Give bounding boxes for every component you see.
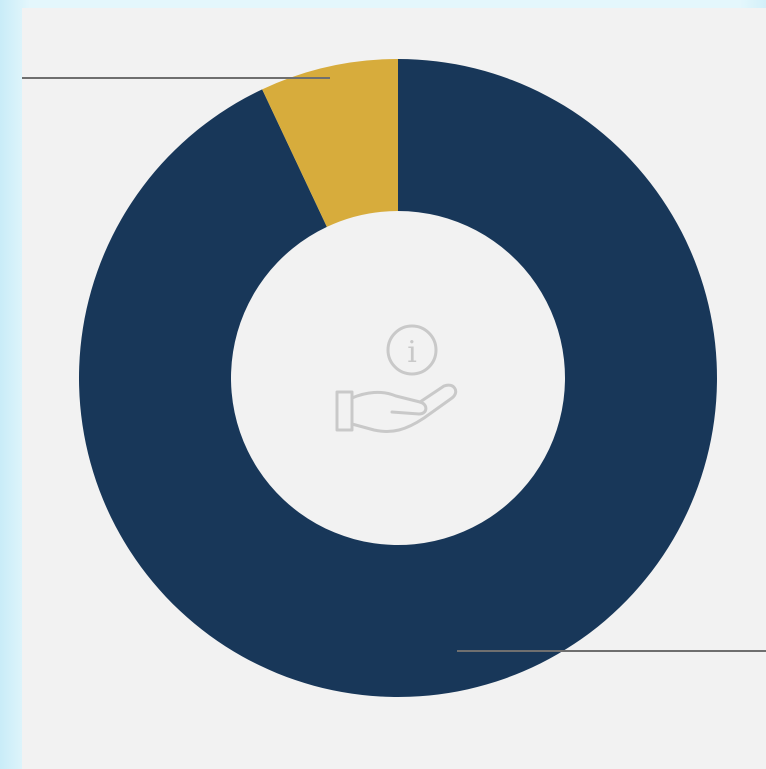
hand-holding-coin-icon: i: [335, 324, 458, 433]
svg-text:i: i: [407, 335, 417, 370]
donut-slice-1: [262, 59, 398, 227]
slice-group: [78, 59, 718, 697]
leader-line-group: [22, 77, 766, 652]
donut-slice-0: [78, 59, 718, 697]
